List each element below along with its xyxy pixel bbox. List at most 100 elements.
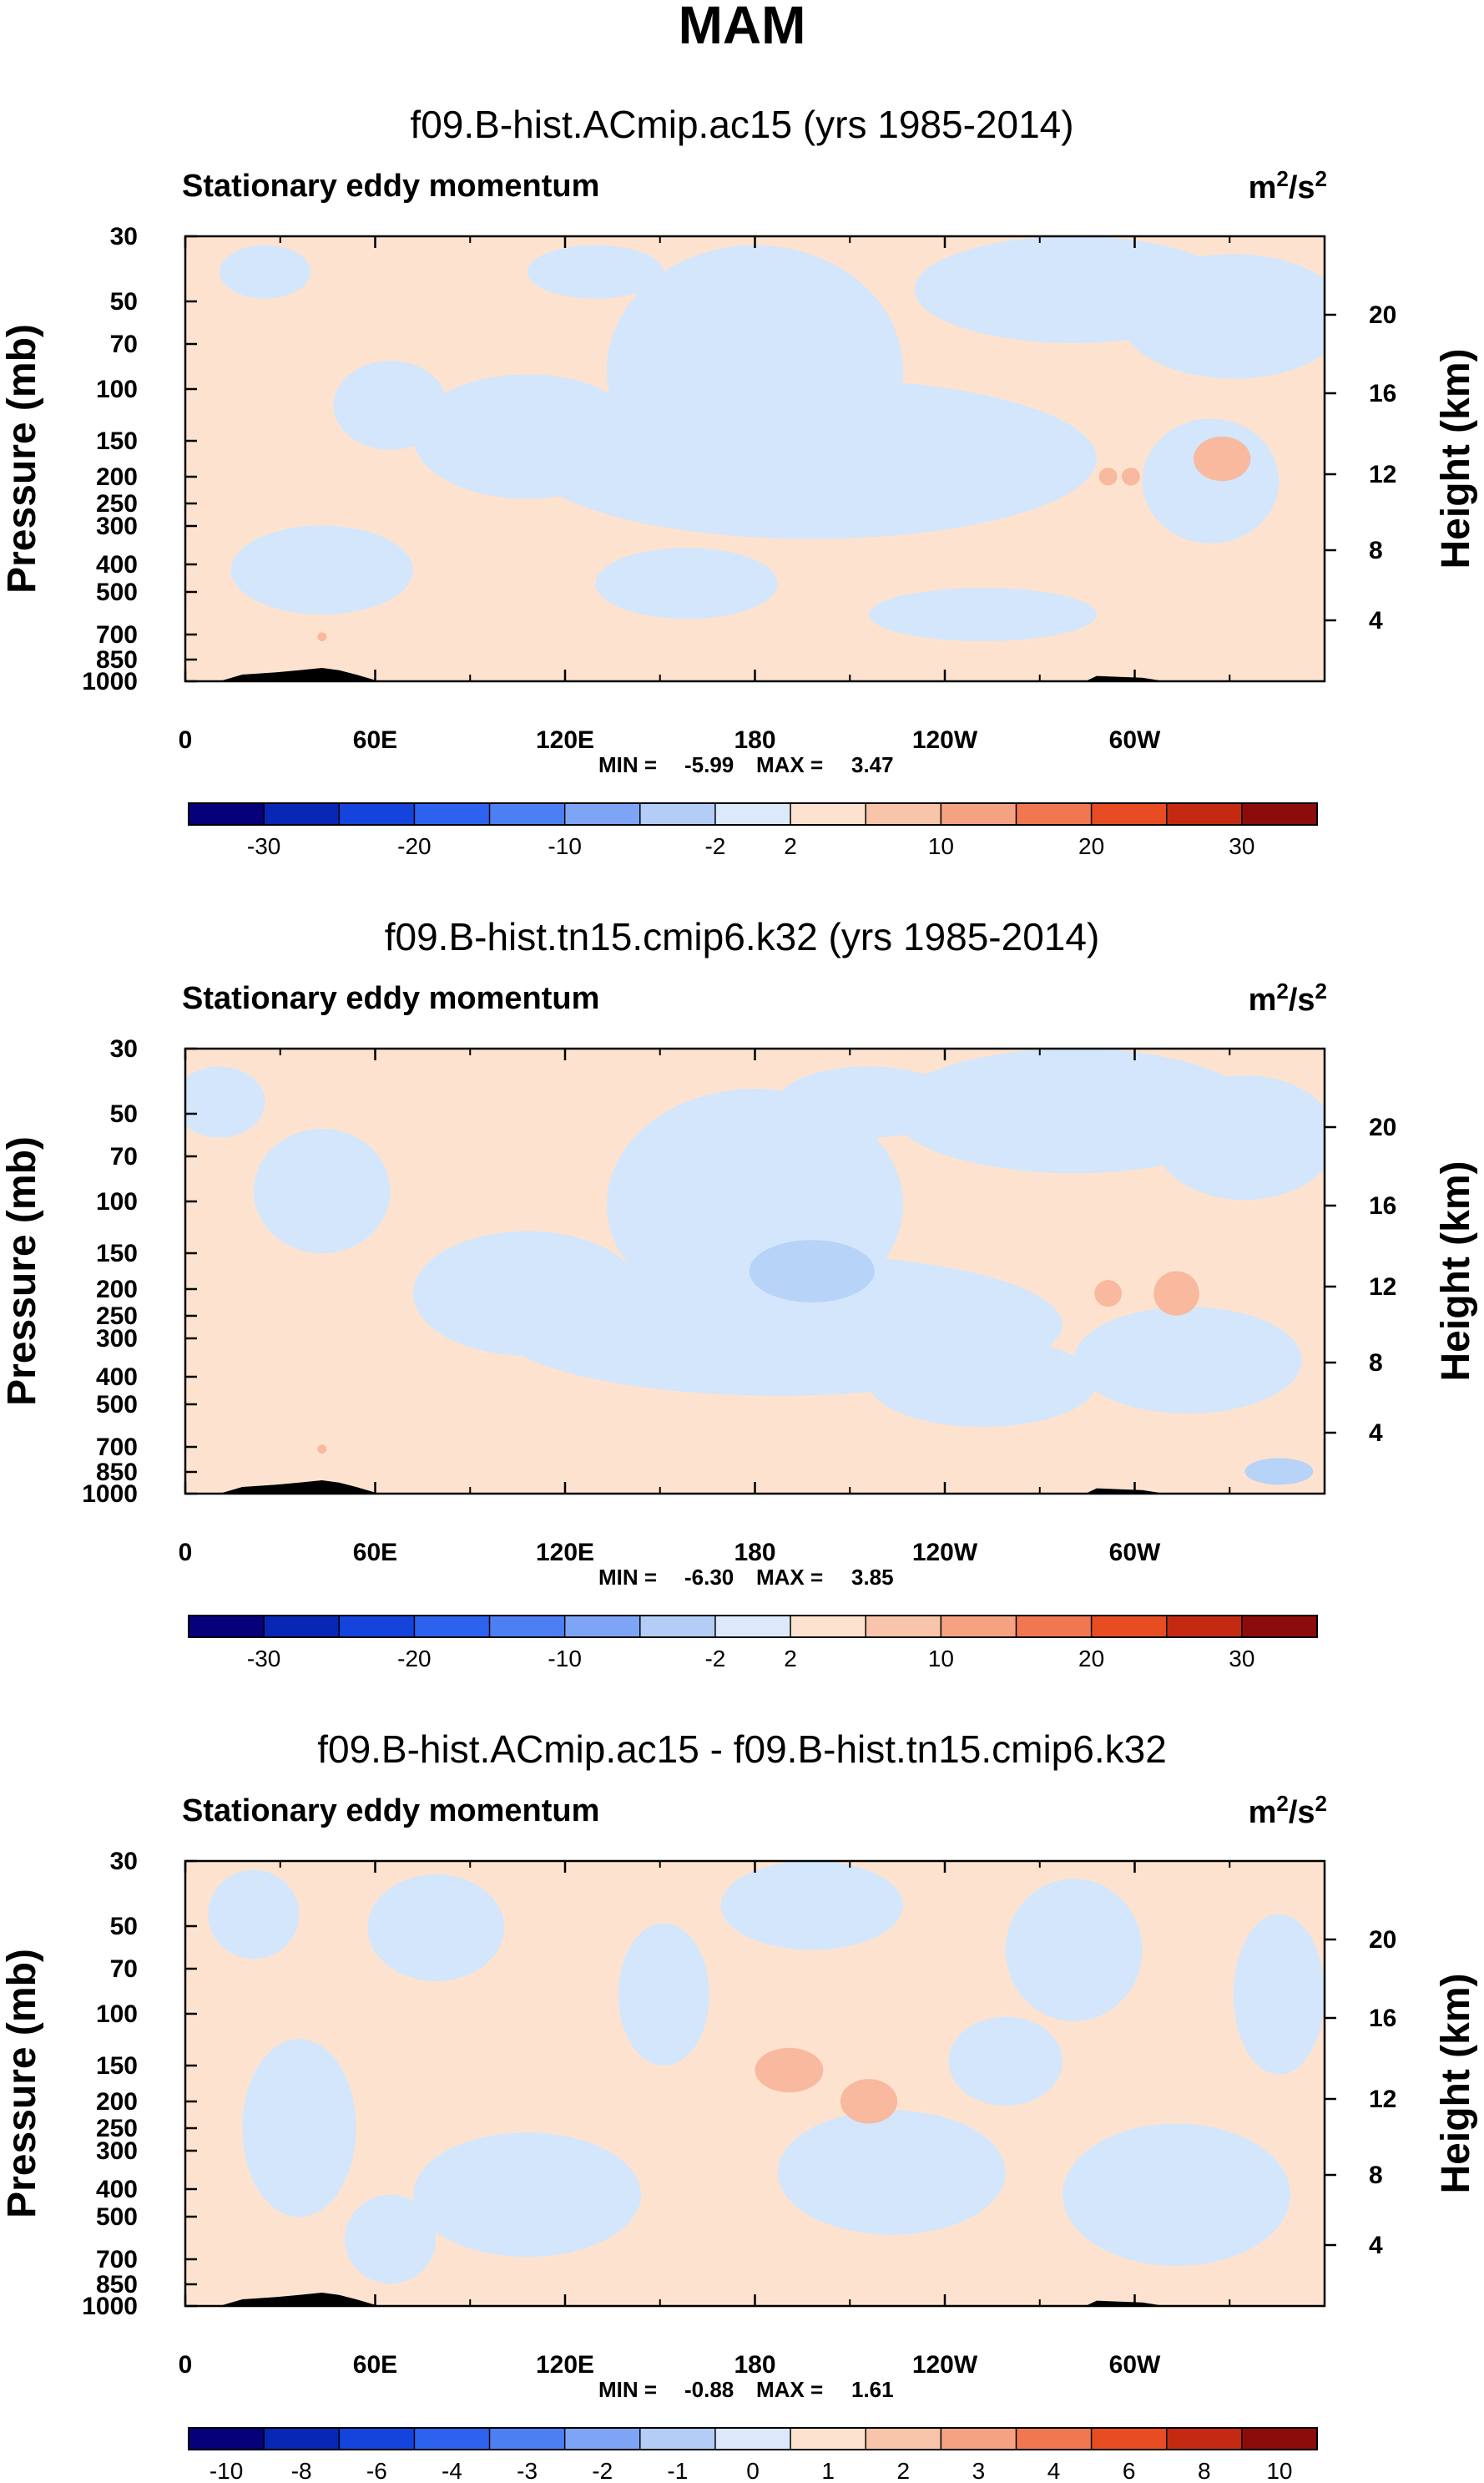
y-axis-title: Pressure (mb) — [0, 1136, 44, 1406]
x-tick-label: 120W — [912, 726, 978, 754]
colorbar-swatch — [189, 803, 265, 825]
colorbar-swatch — [1016, 2428, 1093, 2450]
contour-region — [1233, 1914, 1325, 2075]
units-exp: 2 — [1315, 1791, 1327, 1816]
colorbar-label: 20 — [1078, 833, 1104, 859]
height-tick-label: 8 — [1369, 537, 1383, 564]
x-tick-label: 60W — [1109, 726, 1161, 754]
contour-region — [413, 2132, 641, 2258]
y-tick-label: 50 — [110, 1913, 138, 1940]
colorbar-swatch — [866, 2428, 941, 2450]
contour-region — [1153, 1271, 1199, 1316]
contour-region — [777, 2110, 1006, 2235]
contour-region — [720, 1861, 903, 1950]
colorbar-label: 10 — [1266, 2458, 1292, 2483]
y-tick-label: 500 — [96, 1391, 138, 1418]
contour-region — [527, 245, 664, 299]
y-tick-label: 400 — [96, 2176, 138, 2203]
y-tick-label: 150 — [96, 1240, 138, 1267]
max-label: MAX = — [756, 752, 823, 777]
contour-region — [595, 548, 778, 619]
x-tick-label: 60W — [1109, 2351, 1161, 2379]
terrain-mask — [219, 2293, 380, 2306]
colorbar-label: 2 — [784, 833, 797, 859]
x-tick-label: 0 — [179, 2351, 193, 2379]
colorbar-label: 20 — [1078, 1646, 1104, 1671]
y-axis-title: Pressure (mb) — [0, 324, 44, 594]
colorbar-frame — [188, 2427, 1318, 2450]
colorbar-label: -30 — [247, 833, 280, 859]
height-tick-label: 8 — [1369, 2162, 1383, 2189]
contour-region — [253, 1128, 391, 1254]
min-label: MIN = — [598, 2377, 657, 2402]
contour-region — [869, 1338, 1097, 1428]
colorbar-label: 3 — [972, 2458, 986, 2483]
y-tick-label: 850 — [96, 2271, 138, 2298]
y-tick-label: 70 — [110, 1955, 138, 1983]
contour-region — [230, 525, 413, 615]
contour-region — [317, 1444, 327, 1454]
contour-region — [317, 632, 327, 642]
units-exp: 2 — [1315, 166, 1327, 191]
y-tick-label: 1000 — [82, 2293, 138, 2320]
contour-region — [618, 1923, 709, 2066]
max-value: 1.61 — [851, 2377, 894, 2402]
y-axis-title-right: Height (km) — [1434, 1974, 1478, 2194]
colorbar-swatch — [1016, 803, 1093, 825]
min-label: MIN = — [598, 752, 657, 777]
y-axis-title: Pressure (mb) — [0, 1949, 44, 2218]
panel-2: f09.B-hist.tn15.cmip6.k32 (yrs 1985-2014… — [0, 915, 1478, 1671]
panels: f09.B-hist.ACmip.ac15 (yrs 1985-2014) Sta… — [0, 103, 1478, 2483]
colorbar-swatch — [790, 1616, 866, 1637]
units-label: m2/s2 — [1249, 1791, 1327, 1830]
units-base: m — [1249, 170, 1277, 205]
height-tick-label: 8 — [1369, 1349, 1383, 1377]
x-tick-label: 120E — [536, 726, 594, 754]
y-tick-label: 850 — [96, 646, 138, 674]
units-exp: 2 — [1315, 979, 1327, 1004]
colorbar-label: 2 — [784, 1646, 797, 1671]
colorbar-swatch — [264, 803, 340, 825]
x-tick-label: 180 — [734, 726, 775, 754]
panel-title: f09.B-hist.ACmip.ac15 - f09.B-hist.tn15.… — [317, 1727, 1167, 1771]
x-tick-label: 60E — [353, 2351, 397, 2379]
colorbar-swatch — [189, 2428, 265, 2450]
contour-region — [345, 2194, 437, 2284]
colorbar-swatch — [1166, 2428, 1243, 2450]
y-tick-label: 300 — [96, 1325, 138, 1353]
colorbar-swatch — [941, 803, 1017, 825]
contour-region — [1244, 1458, 1314, 1485]
max-value: 3.85 — [851, 1565, 894, 1590]
x-tick-label: 180 — [734, 1539, 775, 1566]
panel-title: f09.B-hist.ACmip.ac15 (yrs 1985-2014) — [410, 103, 1073, 146]
contour-region — [749, 1240, 875, 1302]
y-tick-label: 250 — [96, 1302, 138, 1330]
height-tick-label: 20 — [1369, 301, 1396, 329]
contour-region — [1194, 436, 1251, 482]
colorbar-swatch — [941, 2428, 1017, 2450]
colorbar-swatch — [489, 1616, 566, 1637]
contour-region — [948, 2016, 1063, 2106]
contour-region — [1142, 418, 1280, 544]
variable-label: Stationary eddy momentum — [182, 169, 599, 204]
colorbar-label: -8 — [291, 2458, 312, 2483]
colorbar-swatch — [264, 2428, 340, 2450]
colorbar-label: -4 — [442, 2458, 462, 2483]
colorbar-swatch — [1091, 1616, 1168, 1637]
variable-label: Stationary eddy momentum — [182, 1793, 599, 1828]
y-tick-label: 1000 — [82, 668, 138, 695]
colorbar-swatch — [1166, 803, 1243, 825]
height-tick-label: 12 — [1369, 1273, 1396, 1301]
height-tick-label: 4 — [1369, 1419, 1383, 1447]
terrain-mask — [1085, 675, 1165, 681]
colorbar-swatch — [264, 1616, 340, 1637]
y-tick-label: 50 — [110, 1100, 138, 1128]
contour-region — [527, 378, 1097, 539]
x-tick-label: 120W — [912, 1539, 978, 1566]
colorbar-frame — [188, 1615, 1318, 1638]
colorbar-swatch — [1241, 2428, 1318, 2450]
contour-region — [1122, 468, 1140, 486]
colorbar-label: 0 — [746, 2458, 760, 2483]
y-tick-label: 200 — [96, 2088, 138, 2116]
units-exp: 2 — [1276, 979, 1288, 1004]
